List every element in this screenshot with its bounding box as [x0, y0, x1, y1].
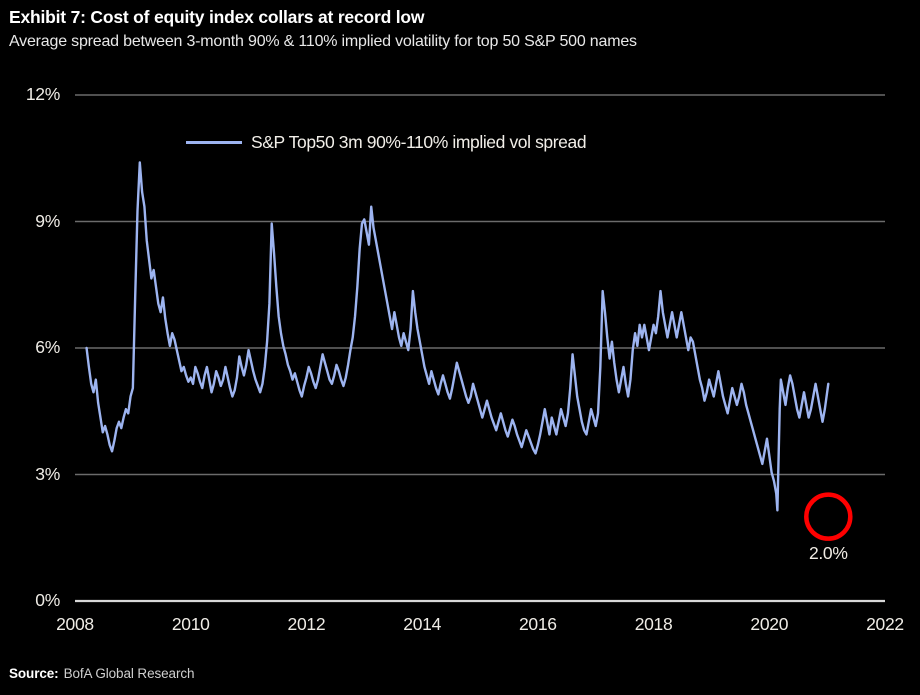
x-axis-tick-label: 2018	[634, 614, 673, 634]
chart-svg	[75, 94, 885, 603]
x-axis-tick-label: 2016	[518, 614, 557, 634]
legend-label: S&P Top50 3m 90%-110% implied vol spread	[251, 132, 587, 152]
chart-header: Exhibit 7: Cost of equity index collars …	[9, 6, 909, 53]
y-axis-tick-label: 6%	[35, 337, 60, 357]
x-axis-tick-label: 2008	[56, 614, 94, 634]
annotation-value-label: 2.0%	[808, 542, 848, 563]
chart-plot-area	[75, 94, 885, 603]
x-axis-tick-label: 2014	[403, 614, 441, 634]
source-text: BofA Global Research	[63, 666, 195, 681]
chart-subtitle: Average spread between 3-month 90% & 110…	[9, 33, 637, 50]
x-axis-tick-label: 2012	[287, 614, 326, 634]
y-axis-tick-label: 3%	[35, 463, 60, 484]
chart-legend: S&P Top50 3m 90%-110% implied vol spread	[186, 132, 587, 153]
annotation-circle-group	[804, 492, 853, 541]
gridlines	[75, 94, 885, 476]
y-axis-tick-label: 0%	[35, 590, 60, 610]
page-title: Exhibit 7: Cost of equity index collars …	[9, 7, 425, 27]
legend-swatch-icon	[186, 141, 242, 144]
source-label: Source:	[9, 666, 59, 681]
y-axis-tick-label: 9%	[35, 210, 60, 231]
x-axis-tick-label: 2010	[171, 614, 210, 634]
x-axis-tick-label: 2022	[866, 614, 904, 634]
series-line-group	[85, 161, 830, 512]
x-axis-tick-label: 2020	[750, 614, 789, 634]
y-axis-tick-label: 12%	[25, 84, 60, 104]
source-line: Source: BofA Global Research	[9, 666, 195, 681]
